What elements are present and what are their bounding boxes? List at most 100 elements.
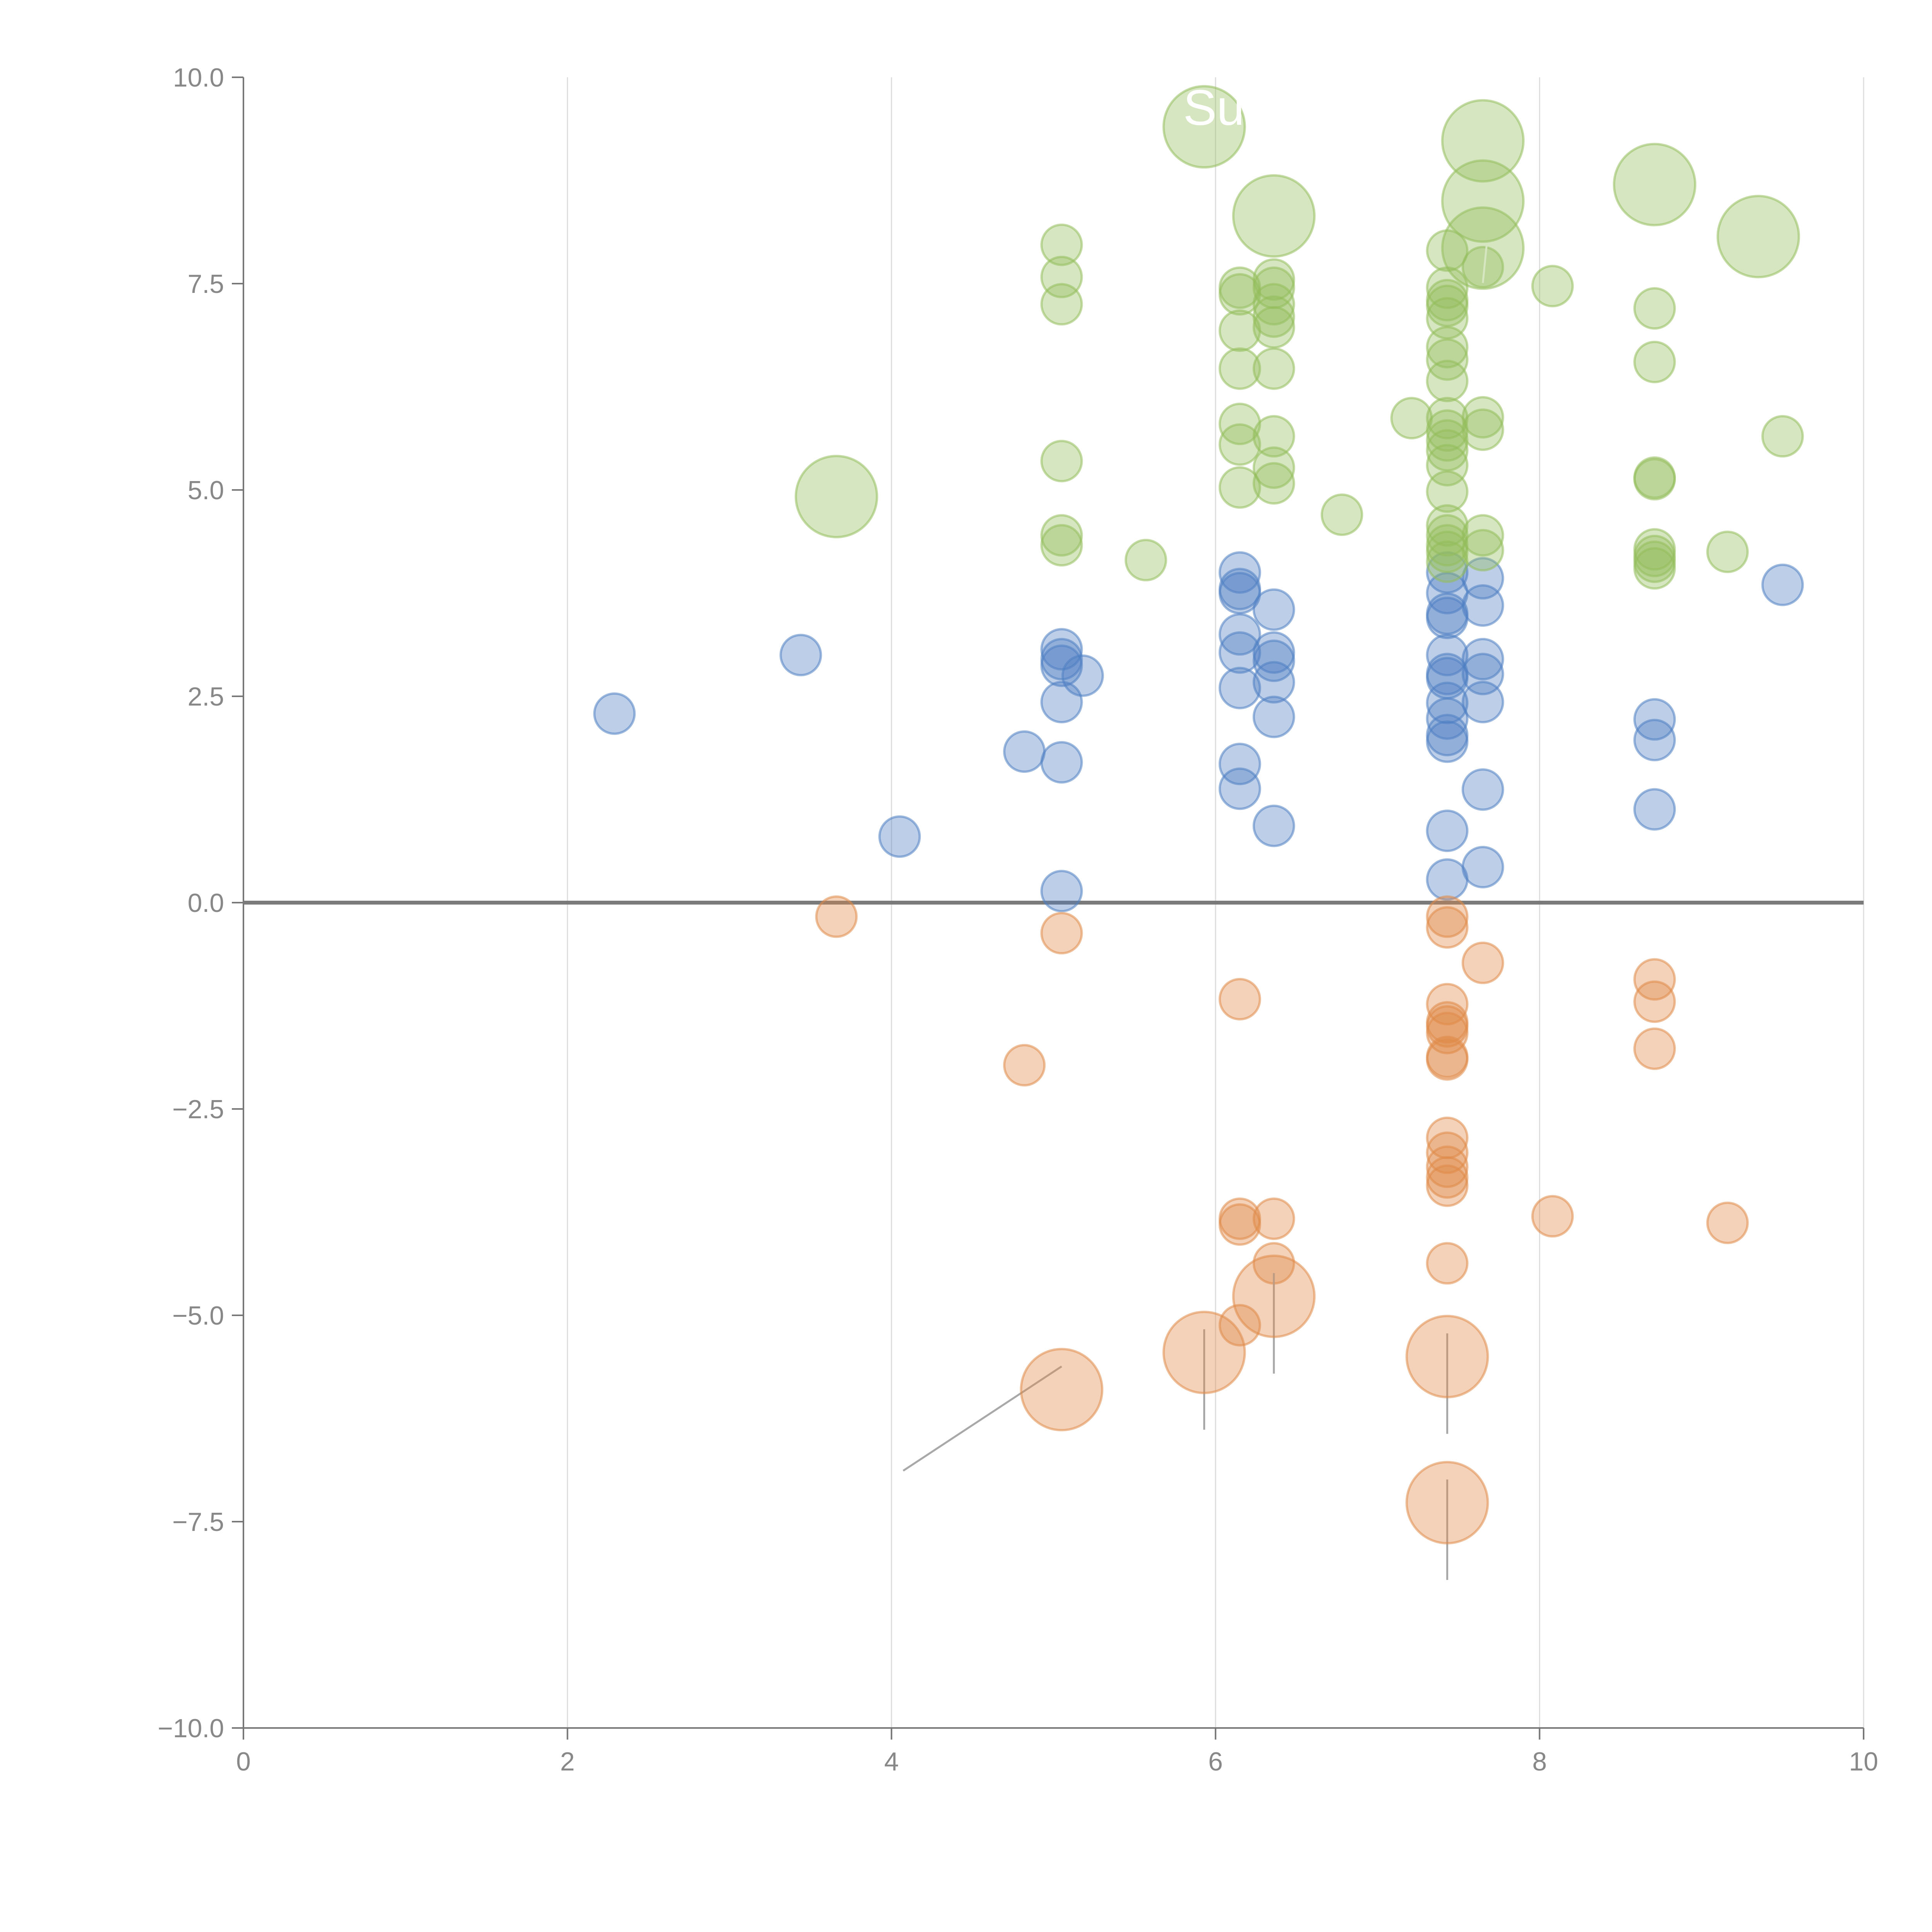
data-point [1040,644,1083,687]
data-point [1252,661,1295,704]
data-point [1426,1038,1469,1081]
x-tick-label: 0 [236,1747,251,1776]
highlighted-point [1405,1461,1489,1544]
data-point [1426,682,1469,724]
y-tick-label: 7.5 [187,269,224,299]
series-blue [593,551,1804,913]
data-point [1426,858,1469,901]
data-point [1218,423,1261,466]
data-point [1633,340,1676,383]
data-point [1252,347,1295,390]
data-point [1003,730,1046,773]
data-point [1761,563,1804,606]
axis-layer: −10.0 −7.5 −5.0 −2.5 0.0 2.5 5.0 7.5 10.0 0 2 4 6 8 10 [158,63,1878,1776]
data-point [1633,547,1676,590]
y-tick-label: 5.0 [187,476,224,505]
highlighted-point [1716,195,1800,279]
data-point [1461,408,1504,451]
data-point [1761,415,1804,458]
series-orange-highlighted [1020,1254,1489,1544]
data-point [1252,306,1295,349]
data-point [1426,531,1469,573]
y-tick-label: 0.0 [187,888,224,918]
data-point [1633,980,1676,1023]
data-point [1252,588,1295,631]
data-point [1252,446,1295,489]
data-point [1252,639,1295,682]
data-point [1426,1242,1469,1285]
y-tick-label: 10.0 [173,63,224,92]
data-point [1461,638,1504,680]
data-point [1252,804,1295,847]
data-point [1461,396,1504,439]
data-point [1218,466,1261,509]
leader-line [1653,142,1663,219]
data-point [1061,654,1104,697]
highlighted-point [1232,1254,1316,1338]
x-tick-label: 4 [884,1747,899,1776]
data-point [593,692,636,735]
data-point [1124,539,1167,582]
y-tick-label: −7.5 [172,1507,224,1537]
data-point [1706,1201,1749,1244]
data-point [1633,958,1676,1001]
data-point [1218,1304,1261,1347]
y-tick-label: −10.0 [158,1714,224,1743]
data-point [1426,326,1469,369]
data-point [1252,696,1295,738]
data-point [1426,1131,1469,1174]
data-point [1633,788,1676,831]
data-point [1218,1203,1261,1246]
data-point [1218,631,1261,674]
data-point [1426,597,1469,639]
data-point [1461,941,1504,984]
data-point [1426,906,1469,949]
data-point [1040,440,1083,483]
x-tick-label: 10 [1849,1747,1878,1776]
data-point [1218,613,1261,656]
leader-line [903,1366,1062,1472]
highlighted-point [1613,143,1697,226]
data-point [1461,514,1504,557]
data-point [1426,895,1469,938]
leader-line [1482,98,1492,176]
leader-lines [835,84,1767,1580]
highlighted-point [1405,1315,1489,1398]
highlighted-point [1020,1348,1104,1432]
x-tick-label: 8 [1532,1747,1547,1776]
data-point [1218,767,1261,810]
y-tick-label: −5.0 [172,1301,224,1330]
data-point [1706,531,1749,573]
data-point [1252,415,1295,458]
data-point [1320,493,1363,536]
data-point [1040,223,1083,266]
highlighted-point [1232,174,1316,258]
data-point [1461,529,1504,571]
leader-line [1482,205,1492,283]
highlighted-point [1162,1311,1246,1395]
highlighted-point [1441,159,1525,243]
highlighted-point [1441,206,1525,290]
data-point [1390,397,1433,440]
data-point [815,895,858,938]
series-green [1040,223,1804,590]
data-point [1040,912,1083,955]
y-tick-label: 2.5 [187,682,224,711]
data-point [1252,283,1295,326]
data-point [1633,719,1676,762]
x-tick-label: 6 [1208,1747,1223,1776]
data-point [1426,983,1469,1026]
x-tick-label: 2 [560,1747,575,1776]
data-point [1461,680,1504,723]
data-point [1040,741,1083,784]
data-point [1633,458,1676,501]
data-point [1426,338,1469,381]
data-point [1461,584,1504,627]
leader-line [835,454,845,532]
annotation-fragment: Su [1183,79,1245,136]
data-point [1633,1027,1676,1070]
series-orange [815,895,1749,1347]
data-point [1426,419,1469,462]
data-point [1426,540,1469,583]
